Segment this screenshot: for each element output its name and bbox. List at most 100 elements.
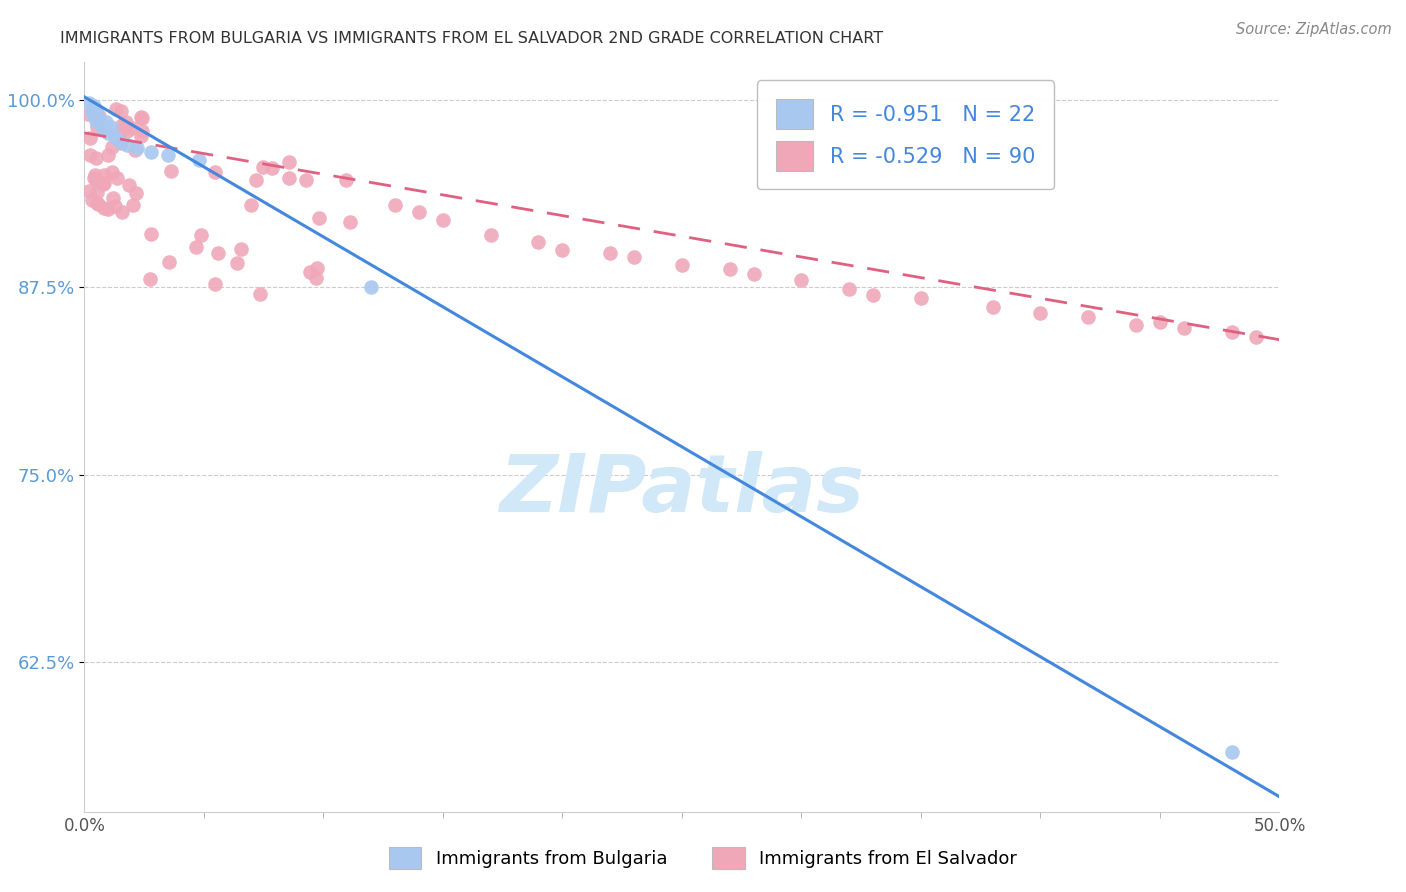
- Point: [718, 262, 741, 277]
- Point: [87, 111, 110, 125]
- Point: [910, 291, 932, 305]
- Point: [104, 130, 127, 145]
- Point: [101, 190, 124, 204]
- Point: [117, 124, 139, 138]
- Point: [124, 143, 146, 157]
- Point: [115, 114, 138, 128]
- Point: [97, 148, 120, 162]
- Point: [479, 227, 502, 242]
- Point: [207, 246, 229, 260]
- Point: [240, 197, 263, 211]
- Point: [551, 243, 574, 257]
- Point: [93, 176, 115, 190]
- Point: [93, 168, 115, 182]
- Point: [110, 136, 132, 150]
- Point: [90, 117, 112, 131]
- Point: [141, 145, 163, 160]
- Point: [231, 243, 253, 257]
- Point: [131, 112, 153, 126]
- Point: [1077, 310, 1099, 325]
- Point: [86, 103, 108, 118]
- Point: [82, 193, 104, 207]
- Point: [141, 227, 163, 241]
- Text: Source: ZipAtlas.com: Source: ZipAtlas.com: [1236, 22, 1392, 37]
- Point: [110, 204, 132, 219]
- Point: [101, 140, 124, 154]
- Point: [77, 95, 100, 110]
- Point: [184, 240, 207, 254]
- Point: [129, 110, 152, 124]
- Point: [117, 137, 139, 152]
- Point: [105, 102, 128, 116]
- Point: [599, 245, 621, 260]
- Point: [157, 148, 180, 162]
- Point: [360, 280, 382, 294]
- Legend: R = -0.951   N = 22, R = -0.529   N = 90: R = -0.951 N = 22, R = -0.529 N = 90: [756, 80, 1054, 189]
- Point: [1220, 745, 1243, 759]
- Point: [83, 170, 105, 185]
- Point: [79, 148, 101, 162]
- Point: [862, 287, 884, 301]
- Point: [1029, 306, 1052, 320]
- Point: [157, 255, 180, 269]
- Point: [87, 109, 110, 123]
- Point: [110, 135, 132, 149]
- Point: [79, 185, 101, 199]
- Point: [308, 211, 330, 225]
- Point: [190, 228, 212, 243]
- Point: [80, 102, 103, 116]
- Point: [118, 178, 141, 193]
- Point: [623, 250, 645, 264]
- Text: IMMIGRANTS FROM BULGARIA VS IMMIGRANTS FROM EL SALVADOR 2ND GRADE CORRELATION CH: IMMIGRANTS FROM BULGARIA VS IMMIGRANTS F…: [60, 31, 883, 46]
- Point: [277, 155, 299, 169]
- Point: [252, 160, 274, 174]
- Point: [139, 272, 162, 286]
- Point: [125, 186, 148, 200]
- Point: [111, 119, 134, 133]
- Legend: Immigrants from Bulgaria, Immigrants from El Salvador: Immigrants from Bulgaria, Immigrants fro…: [380, 838, 1026, 879]
- Point: [104, 199, 127, 213]
- Point: [295, 173, 318, 187]
- Point: [408, 205, 430, 219]
- Point: [160, 163, 183, 178]
- Point: [84, 151, 107, 165]
- Point: [110, 124, 132, 138]
- Point: [671, 258, 693, 272]
- Point: [249, 286, 271, 301]
- Point: [1149, 315, 1171, 329]
- Point: [100, 164, 122, 178]
- Point: [188, 153, 211, 167]
- Point: [226, 256, 249, 270]
- Point: [838, 282, 860, 296]
- Point: [125, 141, 148, 155]
- Point: [384, 198, 406, 212]
- Point: [93, 201, 115, 215]
- Point: [204, 277, 226, 291]
- Point: [93, 177, 115, 191]
- Point: [1125, 318, 1147, 332]
- Point: [84, 172, 107, 186]
- Point: [100, 120, 122, 134]
- Point: [105, 171, 128, 186]
- Point: [83, 168, 105, 182]
- Point: [245, 173, 267, 187]
- Point: [298, 265, 321, 279]
- Point: [86, 185, 108, 199]
- Point: [527, 235, 550, 250]
- Point: [97, 202, 120, 216]
- Point: [277, 171, 299, 186]
- Point: [86, 120, 108, 134]
- Point: [83, 99, 105, 113]
- Point: [790, 273, 813, 287]
- Point: [97, 126, 120, 140]
- Point: [305, 270, 328, 285]
- Point: [122, 197, 145, 211]
- Point: [121, 121, 143, 136]
- Point: [129, 128, 152, 143]
- Point: [339, 215, 361, 229]
- Point: [742, 267, 765, 281]
- Point: [1244, 329, 1267, 343]
- Point: [79, 131, 101, 145]
- Point: [93, 121, 115, 136]
- Point: [86, 114, 108, 128]
